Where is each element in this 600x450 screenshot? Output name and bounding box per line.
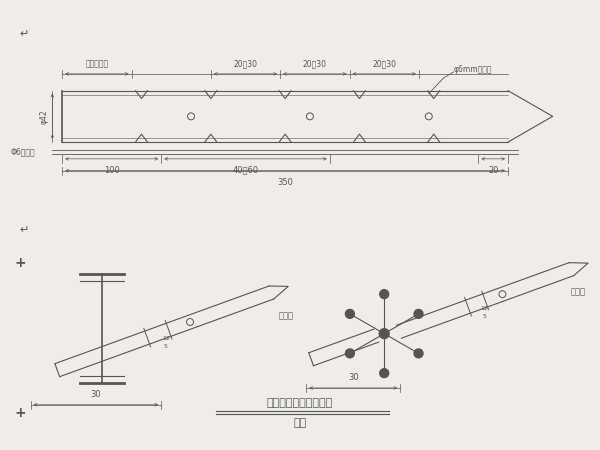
Text: 钉花箋: 钉花箋 <box>571 288 586 297</box>
Text: +: + <box>15 405 26 420</box>
Text: 350: 350 <box>277 178 293 187</box>
Text: 40～60: 40～60 <box>232 166 259 175</box>
Circle shape <box>414 310 423 318</box>
Circle shape <box>380 290 389 299</box>
Text: 30: 30 <box>348 373 359 382</box>
Text: 12: 12 <box>162 336 170 341</box>
Text: 100: 100 <box>104 166 119 175</box>
Text: φ42: φ42 <box>40 109 49 124</box>
Text: Φ6加劲箋: Φ6加劲箋 <box>11 147 35 156</box>
Circle shape <box>346 310 355 318</box>
Text: 预留止浆段: 预留止浆段 <box>85 59 109 68</box>
Circle shape <box>346 349 355 358</box>
Text: 小号管架设位置示意图: 小号管架设位置示意图 <box>267 398 333 408</box>
Text: 钉花箋: 钉花箋 <box>278 311 293 320</box>
Text: 20～30: 20～30 <box>372 59 396 68</box>
Text: 20～30: 20～30 <box>303 59 327 68</box>
Text: ↵: ↵ <box>20 29 29 40</box>
Text: 5: 5 <box>482 314 487 319</box>
Text: 12: 12 <box>481 306 488 311</box>
Text: 示意: 示意 <box>293 418 307 428</box>
Text: 5: 5 <box>164 344 168 349</box>
Text: 20～30: 20～30 <box>233 59 257 68</box>
Text: 30: 30 <box>91 390 101 399</box>
Circle shape <box>414 349 423 358</box>
Circle shape <box>379 328 389 338</box>
Circle shape <box>380 369 389 378</box>
Text: φ6mm注浆孔: φ6mm注浆孔 <box>454 65 492 74</box>
Text: ↵: ↵ <box>20 225 29 235</box>
Text: +: + <box>15 256 26 270</box>
Text: 20: 20 <box>488 166 499 175</box>
